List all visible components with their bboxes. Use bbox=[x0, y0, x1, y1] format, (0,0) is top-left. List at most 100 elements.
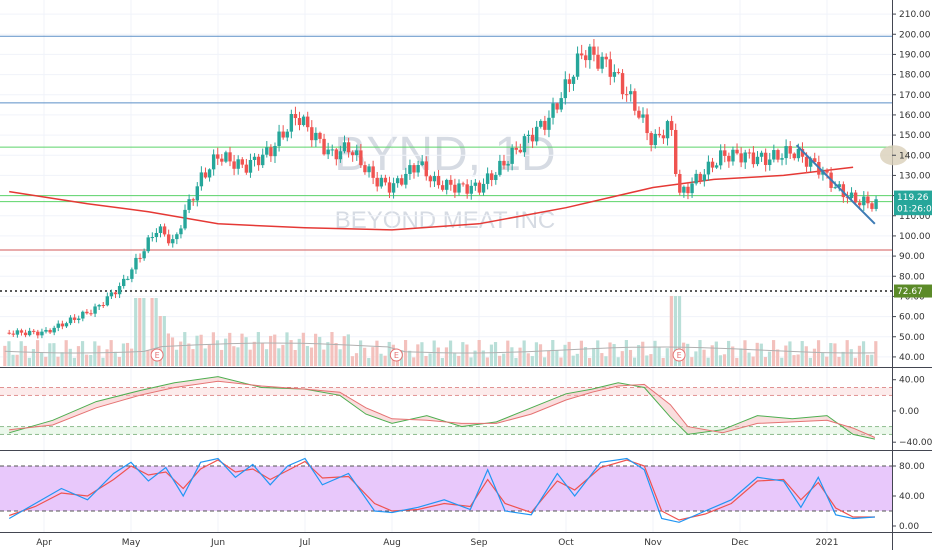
candle-body bbox=[449, 179, 453, 185]
volume-bar bbox=[19, 341, 23, 366]
volume-bar bbox=[15, 354, 19, 366]
volume-bar bbox=[804, 346, 808, 366]
moving-average bbox=[9, 166, 854, 231]
candle-body bbox=[596, 54, 600, 69]
volume-bar bbox=[592, 347, 596, 366]
candle-body bbox=[48, 329, 52, 333]
volume-bar bbox=[330, 332, 334, 366]
volume-bar bbox=[125, 342, 130, 366]
price-label-text: 72.67 bbox=[897, 287, 923, 297]
volume-bar bbox=[174, 349, 179, 366]
earnings-label: E bbox=[677, 351, 682, 360]
candle-body bbox=[788, 146, 792, 154]
volume-bar bbox=[183, 332, 187, 366]
candle-body bbox=[543, 120, 547, 130]
volume-bar bbox=[195, 335, 199, 366]
volume-bar bbox=[117, 356, 121, 366]
volume-bar bbox=[608, 342, 612, 366]
candle-body bbox=[187, 199, 191, 210]
candle-body bbox=[387, 182, 392, 193]
volume-bar bbox=[305, 345, 310, 366]
volume-bar bbox=[350, 356, 355, 366]
time-tick-label: Apr bbox=[36, 538, 52, 548]
volume-bar bbox=[158, 316, 162, 366]
volume-bar bbox=[367, 357, 371, 366]
volume-bar bbox=[776, 349, 780, 366]
candle-body bbox=[412, 165, 416, 173]
volume-bar bbox=[853, 357, 857, 366]
candle-body bbox=[853, 192, 858, 203]
candle-body bbox=[633, 91, 637, 111]
trendline-down bbox=[795, 144, 876, 225]
candle-body bbox=[866, 196, 870, 204]
volume-bar bbox=[387, 341, 391, 366]
candle-body bbox=[645, 114, 649, 134]
candle-body bbox=[273, 146, 277, 157]
candle-body bbox=[416, 165, 420, 173]
candle-body bbox=[350, 152, 355, 156]
volume-bar bbox=[780, 357, 784, 366]
volume-bar bbox=[841, 351, 845, 366]
volume-bar bbox=[857, 345, 862, 366]
candle-body bbox=[723, 150, 727, 156]
volume-bar bbox=[665, 348, 669, 366]
volume-bar bbox=[751, 356, 755, 366]
volume-bar bbox=[747, 352, 751, 366]
volume-bar bbox=[162, 316, 166, 366]
candle-body bbox=[367, 166, 371, 173]
oscillator-pane bbox=[0, 376, 892, 440]
candle-body bbox=[11, 333, 15, 335]
volume-bar bbox=[379, 353, 383, 366]
volume-bar bbox=[363, 347, 367, 366]
candle-body bbox=[858, 202, 862, 206]
candle-body bbox=[154, 232, 159, 238]
volume-bar bbox=[301, 332, 305, 366]
candle-body bbox=[326, 149, 330, 155]
volume-bar bbox=[93, 341, 97, 366]
volume-bar bbox=[694, 351, 698, 366]
volume-bar bbox=[244, 337, 248, 366]
candle-body bbox=[714, 165, 719, 168]
price-tick-label: 200.00 bbox=[899, 30, 931, 40]
volume-bar bbox=[113, 351, 117, 366]
candle-body bbox=[64, 323, 69, 327]
candle-body bbox=[514, 147, 518, 150]
volume-bar bbox=[52, 343, 56, 366]
volume-bar bbox=[771, 340, 776, 366]
volume-bar bbox=[547, 350, 551, 366]
volume-bar bbox=[7, 341, 11, 366]
volume-bar bbox=[579, 340, 583, 366]
volume-bar bbox=[559, 357, 563, 366]
time-axis: Apr May Jun Jul Aug Sep Oct Nov Dec 2021 bbox=[36, 538, 838, 548]
volume-bar bbox=[256, 332, 260, 366]
volume-bar bbox=[453, 353, 457, 366]
volume-bar bbox=[727, 340, 731, 366]
price-tick-label: 170.00 bbox=[899, 91, 931, 101]
candle-body bbox=[305, 116, 310, 128]
time-tick-label: 2021 bbox=[816, 538, 839, 548]
volume-bar bbox=[645, 355, 649, 366]
time-tick-label: Dec bbox=[731, 538, 748, 548]
volume-bar bbox=[641, 341, 645, 366]
volume-bar bbox=[142, 298, 146, 366]
price-label-text: 119.26 bbox=[897, 193, 929, 203]
candle-body bbox=[727, 155, 731, 162]
candle-body bbox=[195, 186, 199, 201]
volume-bar bbox=[269, 335, 273, 366]
candle-body bbox=[428, 176, 433, 182]
volume-bar bbox=[48, 343, 52, 366]
volume-bar bbox=[759, 343, 763, 366]
volume-bar bbox=[489, 344, 494, 366]
candle-body bbox=[755, 156, 760, 165]
candle-body bbox=[72, 317, 77, 320]
volume-bar bbox=[166, 333, 171, 366]
volume-bar bbox=[833, 343, 837, 366]
candle-body bbox=[641, 114, 645, 118]
candle-body bbox=[624, 94, 629, 96]
stochastic-pane bbox=[0, 457, 892, 523]
price-label-badge bbox=[894, 190, 932, 204]
volume-bar bbox=[346, 334, 350, 366]
candle-body bbox=[191, 199, 195, 201]
volume-bar bbox=[624, 340, 628, 366]
